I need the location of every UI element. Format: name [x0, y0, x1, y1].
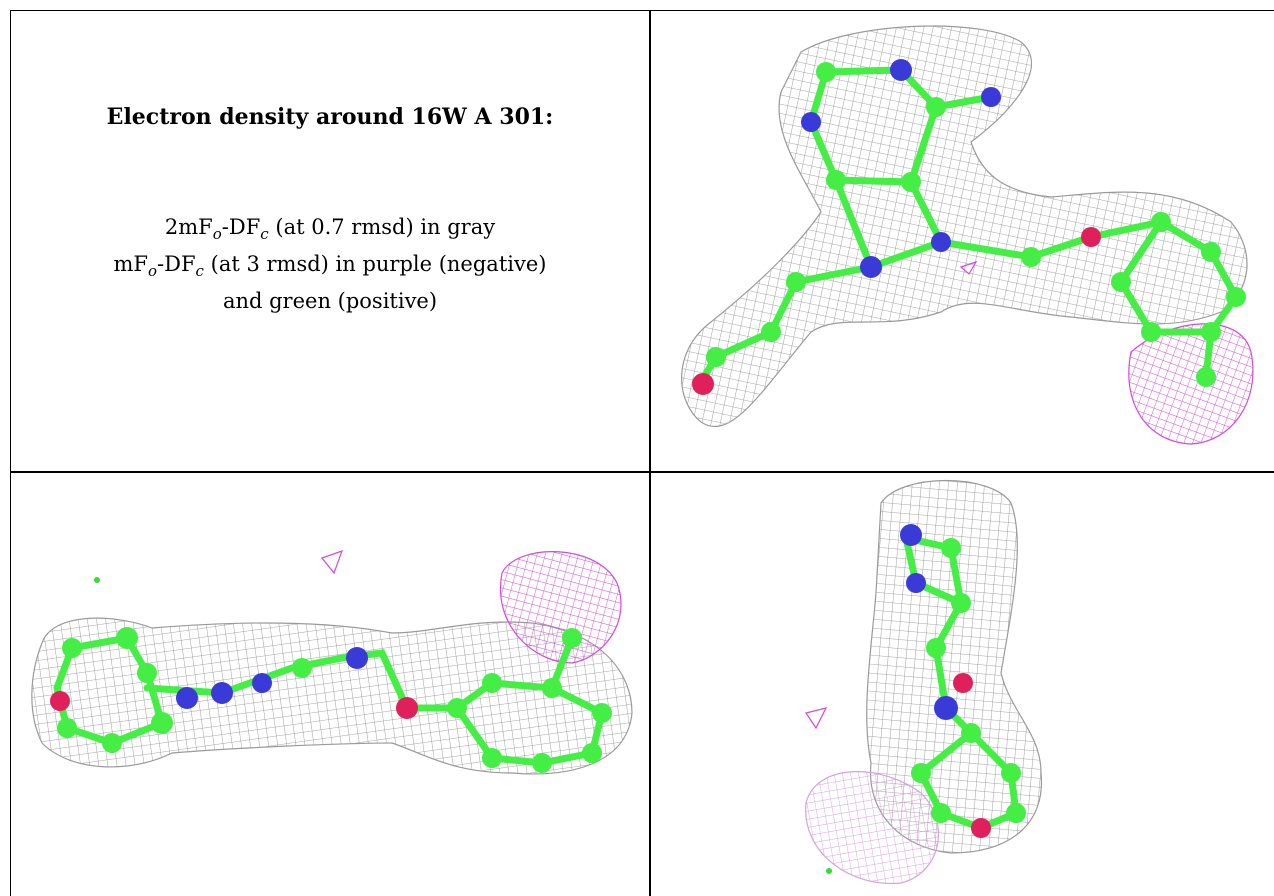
- caption-body: 2mFo-DFc (at 0.7 rmsd) in gray mFo-DFc (…: [12, 212, 648, 316]
- caption-line-2fofc: 2mFo-DFc (at 0.7 rmsd) in gray: [164, 215, 496, 244]
- caption-cell: Electron density around 16W A 301: 2mFo-…: [12, 12, 648, 470]
- electron-density-view-1: [651, 12, 1274, 470]
- table-horizontal-divider: [10, 471, 1274, 473]
- table-vertical-divider: [649, 10, 651, 896]
- caption-title: Electron density around 16W A 301:: [106, 104, 554, 130]
- electron-density-view-3: [651, 473, 1274, 896]
- caption-line-positive: and green (positive): [222, 289, 438, 314]
- electron-density-view-2: [12, 473, 648, 896]
- caption-line-fofc: mFo-DFc (at 3 rmsd) in purple (negative): [113, 252, 547, 281]
- electron-density-view-1-icon: [681, 25, 1254, 445]
- electron-density-view-2-icon: [31, 550, 633, 775]
- electron-density-view-3-icon: [805, 480, 1043, 885]
- figure-table: [10, 10, 1274, 896]
